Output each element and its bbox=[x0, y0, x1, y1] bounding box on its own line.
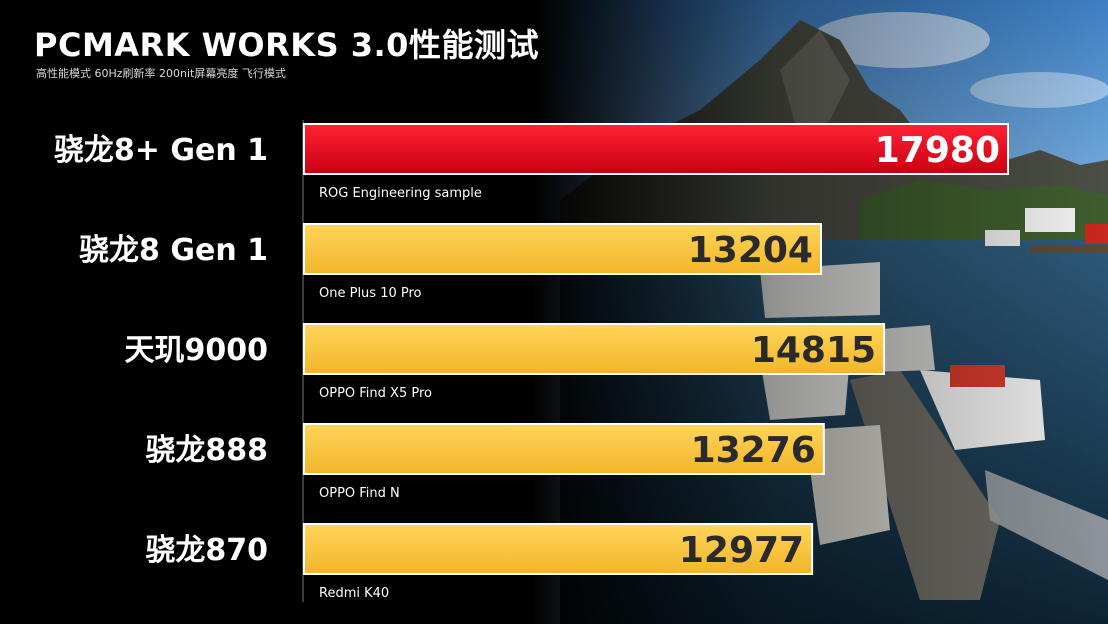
value-label-1: 13204 bbox=[688, 230, 813, 271]
bar-1 bbox=[303, 223, 822, 275]
value-label-4: 12977 bbox=[679, 530, 804, 571]
category-label-3: 骁龙888 bbox=[145, 433, 268, 468]
category-label-4: 骁龙870 bbox=[145, 533, 268, 568]
bar-3 bbox=[303, 423, 825, 475]
value-label-3: 13276 bbox=[691, 430, 816, 471]
bar-2 bbox=[303, 323, 886, 375]
category-label-2: 天玑9000 bbox=[125, 333, 269, 368]
value-label-2: 14815 bbox=[751, 330, 876, 371]
bar-0 bbox=[303, 123, 1009, 175]
device-label-0: ROG Engineering sample bbox=[319, 186, 482, 201]
device-label-1: One Plus 10 Pro bbox=[319, 286, 422, 301]
value-label-0: 17980 bbox=[875, 130, 1000, 171]
category-label-0: 骁龙8+ Gen 1 bbox=[54, 133, 268, 168]
device-label-3: OPPO Find N bbox=[319, 486, 400, 501]
chart-title: PCMARK WORKS 3.0性能测试 bbox=[34, 26, 539, 64]
device-label-2: OPPO Find X5 Pro bbox=[319, 386, 432, 401]
bar-4 bbox=[303, 523, 814, 575]
category-label-1: 骁龙8 Gen 1 bbox=[79, 233, 268, 268]
device-label-4: Redmi K40 bbox=[319, 586, 389, 601]
chart-subtitle: 高性能模式 60Hz刷新率 200nit屏幕亮度 飞行模式 bbox=[36, 67, 286, 80]
